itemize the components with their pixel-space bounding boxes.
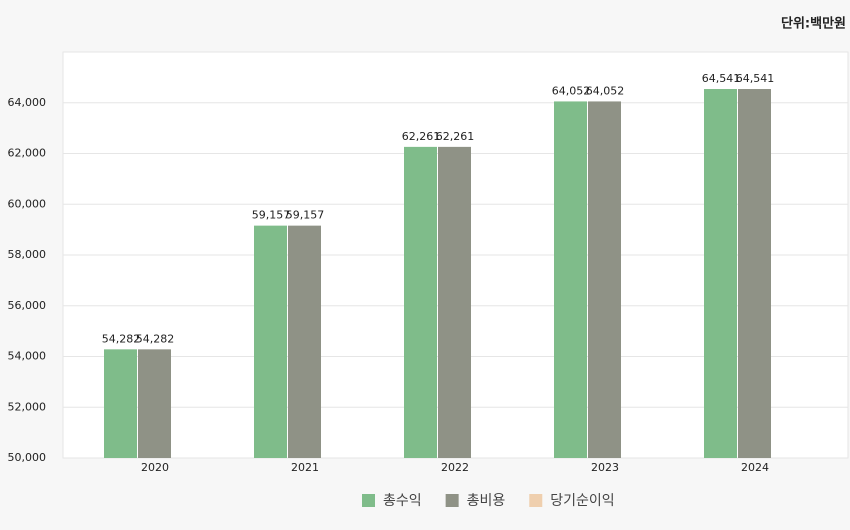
bar (288, 225, 321, 458)
y-tick-label: 62,000 (8, 147, 47, 160)
value-label: 64,541 (702, 72, 741, 85)
value-label: 59,157 (286, 209, 325, 222)
legend-label: 당기순이익 (550, 493, 614, 509)
bar (588, 101, 621, 459)
value-label: 62,261 (402, 130, 441, 143)
y-tick-label: 58,000 (8, 248, 47, 261)
legend-label: 총수익 (383, 493, 422, 509)
value-label: 64,541 (736, 72, 775, 85)
x-tick-label: 2022 (441, 461, 469, 474)
legend-label: 총비용 (467, 493, 506, 509)
value-label: 62,261 (436, 130, 475, 143)
y-tick-label: 50,000 (8, 451, 47, 464)
value-label: 54,282 (136, 332, 175, 345)
legend-swatch (529, 494, 543, 507)
bar (438, 146, 471, 458)
y-tick-label: 54,000 (8, 350, 47, 363)
bar (104, 349, 137, 458)
bar (254, 225, 287, 458)
x-tick-label: 2023 (591, 461, 619, 474)
value-label: 64,052 (552, 84, 591, 97)
value-label: 59,157 (252, 209, 291, 222)
unit-label: 단위:백만원 (781, 16, 846, 32)
bar (738, 89, 771, 458)
y-tick-label: 56,000 (8, 299, 47, 312)
bar (404, 146, 437, 458)
bar (554, 101, 587, 459)
bar (138, 349, 171, 458)
legend-swatch (362, 494, 375, 507)
y-tick-label: 64,000 (8, 96, 47, 109)
x-tick-label: 2020 (141, 461, 169, 474)
value-label: 64,052 (586, 84, 625, 97)
x-tick-label: 2021 (291, 461, 319, 474)
legend-swatch (445, 494, 459, 507)
value-label: 54,282 (102, 332, 141, 345)
y-tick-label: 60,000 (8, 197, 47, 210)
x-tick-label: 2024 (741, 461, 769, 474)
y-tick-label: 52,000 (8, 400, 47, 413)
bar (704, 89, 737, 458)
